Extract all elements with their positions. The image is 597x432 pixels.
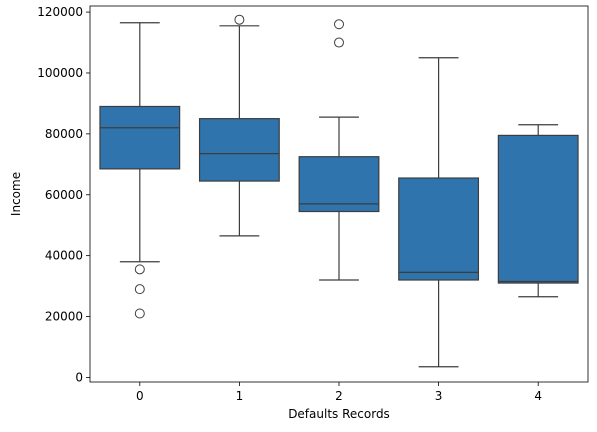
y-tick-label: 0 — [75, 370, 83, 384]
box-group-3 — [398, 57, 480, 368]
outlier-point-1-0 — [234, 14, 245, 25]
outlier-point-0-0 — [134, 264, 145, 275]
y-tick-label: 100000 — [37, 66, 83, 80]
x-tick-label: 4 — [534, 389, 542, 403]
box-group-2 — [298, 19, 380, 281]
plot-area — [99, 14, 579, 368]
outlier-point-2-1 — [334, 37, 344, 48]
y-tick-label: 20000 — [45, 310, 83, 324]
y-axis-label: Income — [9, 172, 23, 216]
outlier-point-0-2 — [134, 308, 145, 319]
y-tick-label: 60000 — [45, 188, 83, 202]
x-tick-label: 0 — [136, 389, 144, 403]
y-axis: 0 20000 40000 60000 80000 100000 120000 — [37, 5, 90, 384]
outlier-point-2-0 — [334, 19, 344, 30]
x-axis: 0 1 2 3 4 — [136, 382, 542, 403]
x-tick-label: 1 — [236, 389, 244, 403]
x-tick-label: 3 — [435, 389, 443, 403]
box-3 — [398, 177, 480, 281]
box-2 — [298, 156, 380, 213]
y-tick-label: 120000 — [37, 5, 83, 19]
y-tick-label: 80000 — [45, 127, 83, 141]
box-1 — [198, 118, 280, 182]
box-group-1 — [198, 14, 280, 237]
x-tick-label: 2 — [335, 389, 343, 403]
x-axis-label: Defaults Records — [288, 407, 390, 421]
box-0 — [99, 105, 181, 170]
box-group-4 — [497, 124, 579, 298]
y-tick-label: 40000 — [45, 249, 83, 263]
box-group-0 — [99, 22, 181, 319]
box-4 — [497, 134, 579, 284]
outlier-point-0-1 — [134, 284, 145, 295]
